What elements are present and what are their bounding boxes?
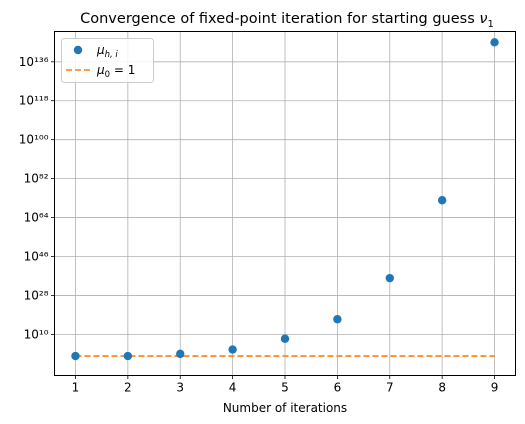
data-point (333, 315, 342, 324)
y-tick-label: 10¹⁰⁰ (19, 133, 49, 147)
data-point (490, 38, 499, 47)
x-tick-label: 1 (72, 381, 80, 395)
data-point (228, 345, 237, 354)
x-tick-label: 7 (386, 381, 394, 395)
y-tick-label: 10⁸² (24, 172, 49, 186)
x-tick-label: 9 (491, 381, 499, 395)
y-tick-label: 10¹¹⁸ (19, 94, 49, 108)
legend-box (61, 38, 154, 83)
legend-label-series-2: μ0 = 1 (96, 63, 135, 80)
y-tick-label: 10¹⁰ (24, 327, 49, 341)
y-tick-label: 10⁴⁶ (24, 250, 49, 264)
y-tick-label: 10¹³⁶ (19, 55, 49, 69)
x-tick-label: 8 (438, 381, 446, 395)
legend: μh, i μ0 = 1 (61, 38, 154, 83)
x-tick-label: 6 (334, 381, 342, 395)
legend-marker-series-1 (73, 45, 83, 55)
x-axis-ticks: 1 2 3 4 5 6 7 8 9 (72, 375, 499, 395)
data-points (71, 38, 499, 361)
x-tick-label: 5 (281, 381, 289, 395)
data-point (123, 351, 133, 361)
data-point (176, 349, 185, 359)
x-axis-label: Number of iterations (223, 401, 347, 415)
data-point (71, 351, 80, 361)
x-tick-label: 2 (124, 381, 132, 395)
legend-label-series-1: μh, i (96, 43, 118, 60)
y-axis-ticks: 10¹⁰ 10²⁸ 10⁴⁶ 10⁶⁴ 10⁸² 10¹⁰⁰ 10¹¹⁸ 10¹³⁶ (19, 55, 55, 341)
data-point (437, 196, 447, 205)
x-tick-label: 4 (229, 381, 237, 395)
data-point (385, 273, 394, 283)
y-tick-label: 10²⁸ (24, 288, 49, 302)
x-tick-label: 3 (176, 381, 184, 395)
data-point (280, 334, 290, 343)
y-tick-label: 10⁶⁴ (24, 211, 49, 225)
chart-title: Convergence of fixed-point iteration for… (80, 11, 494, 30)
